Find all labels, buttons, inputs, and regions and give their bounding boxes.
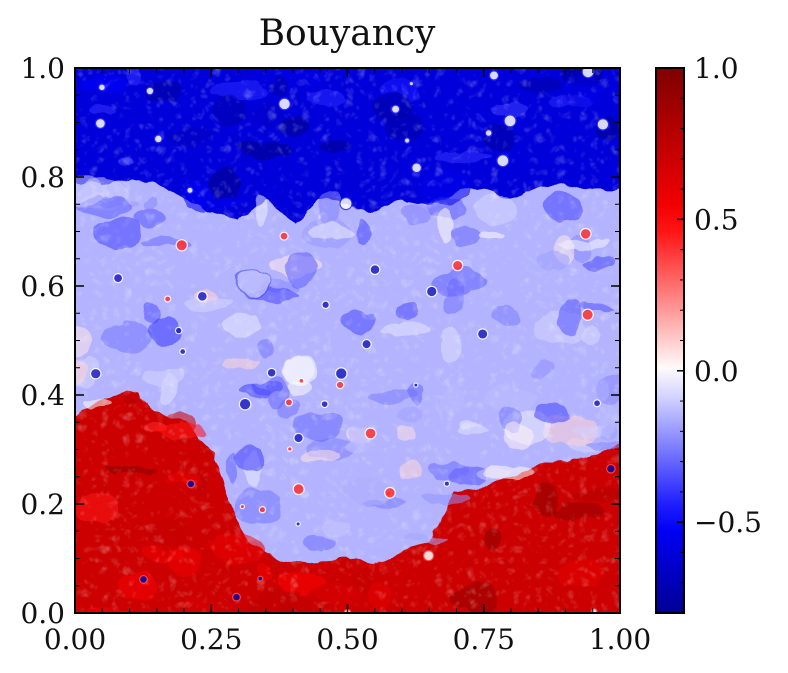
vortex (321, 300, 330, 310)
vortex (266, 367, 277, 378)
colorbar-tick-label: 0.0 (694, 355, 739, 388)
vortex (293, 432, 304, 444)
x-tick-label: 0.75 (453, 623, 515, 656)
vortex (94, 117, 106, 129)
vortex (335, 380, 345, 390)
vortex (451, 259, 464, 272)
y-tick-label: 0.0 (20, 597, 65, 630)
vortex (97, 83, 106, 92)
x-tick-label: 0.50 (316, 623, 378, 656)
vortex (408, 80, 415, 87)
vortex (581, 308, 594, 321)
vortex (320, 400, 329, 409)
vortex (164, 295, 172, 303)
vortex (139, 574, 148, 584)
vortex (361, 338, 372, 350)
vortex (503, 114, 517, 128)
colorbar-tick-label: 1.0 (694, 52, 739, 85)
vortex (298, 377, 305, 384)
vortex (179, 348, 187, 356)
vortex (278, 97, 291, 111)
y-axis: 0.0 0.2 0.4 0.6 0.8 1.0 (20, 52, 620, 630)
y-tick-label: 0.4 (20, 379, 65, 412)
vortex (239, 503, 246, 510)
heatmap-texture (75, 68, 620, 613)
vortex (384, 486, 396, 499)
vortex (145, 86, 155, 96)
vortex (369, 264, 381, 276)
y-tick-label: 0.6 (20, 270, 65, 303)
y-tick-label: 1.0 (20, 52, 65, 85)
vortex (413, 382, 419, 388)
speckle-texture (75, 68, 620, 613)
vortex (174, 326, 183, 335)
heatmap-plot-area (75, 68, 620, 613)
vortex (364, 427, 377, 440)
vortex (295, 521, 301, 527)
vortex (175, 239, 188, 252)
colorbar-ticks: 1.0 0.5 0.0 −0.5 (677, 52, 762, 584)
y-tick-label: 0.2 (20, 488, 65, 521)
colorbar-gradient (656, 68, 684, 613)
y-tick-label: 0.8 (20, 161, 65, 194)
vortex (279, 231, 289, 241)
vortex (496, 154, 510, 168)
vortex (425, 285, 438, 298)
vortex (286, 446, 293, 452)
colorbar: 1.0 0.5 0.0 −0.5 (655, 52, 762, 614)
vortex (476, 328, 489, 340)
vortex (238, 397, 252, 411)
vortex (153, 134, 163, 144)
x-axis: 0.00 0.25 0.50 0.75 1.00 (44, 68, 651, 656)
vortex (292, 483, 305, 496)
vortex (112, 273, 124, 284)
vortex (443, 480, 451, 487)
vortex (488, 70, 500, 81)
vortex (581, 68, 595, 79)
heatmap-vortices (89, 68, 616, 613)
vortex (284, 398, 294, 407)
vortex (606, 463, 616, 474)
vortex (89, 367, 102, 380)
vortex (596, 118, 610, 131)
vortex (411, 162, 423, 174)
vortex (186, 479, 196, 489)
vortex (186, 186, 194, 195)
vortex (196, 290, 208, 302)
vortex (390, 104, 401, 114)
vortex (258, 505, 267, 514)
vortex (579, 227, 592, 240)
vortex (339, 197, 353, 211)
colorbar-tick-label: −0.5 (694, 506, 762, 539)
x-tick-label: 1.00 (589, 623, 651, 656)
vortex (484, 129, 493, 138)
vortex (334, 367, 348, 380)
x-tick-label: 0.00 (44, 623, 106, 656)
vortex (403, 137, 411, 144)
vortex (232, 592, 241, 602)
colorbar-tick-label: 0.5 (694, 203, 739, 236)
chart-title: Bouyancy (259, 13, 436, 54)
vortex (257, 575, 264, 582)
x-tick-label: 0.25 (180, 623, 242, 656)
vortex (592, 399, 602, 408)
vortex (422, 550, 435, 562)
